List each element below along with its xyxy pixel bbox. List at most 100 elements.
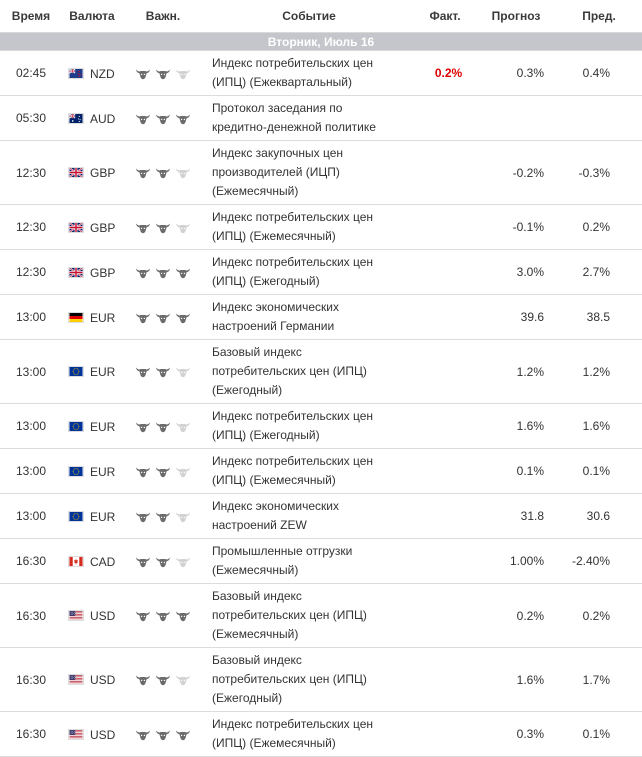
event-importance — [122, 583, 204, 648]
flag-ca-icon — [68, 555, 84, 567]
event-row[interactable]: 02:45 NZD Индекс потребительских цен (ИПЦ) … — [0, 50, 642, 96]
flag-eu-icon — [68, 366, 84, 378]
bull-icon — [155, 312, 171, 324]
event-name-line: (ИПЦ) (Ежемесячный) — [212, 229, 336, 243]
bull-icon — [135, 68, 151, 80]
event-name-line: настроений ZEW — [212, 518, 307, 532]
bull-icon — [175, 421, 191, 433]
bull-icon — [135, 511, 151, 523]
event-name[interactable]: Индекс закупочных цен производителей (ИЦП… — [204, 140, 414, 205]
event-name[interactable]: Индекс потребительских цен (ИПЦ) (Ежемеся… — [204, 448, 414, 494]
bull-icon — [135, 466, 151, 478]
event-importance — [122, 339, 204, 404]
event-importance — [122, 448, 204, 494]
bull-icon — [155, 421, 171, 433]
currency-code: EUR — [90, 364, 116, 379]
currency-code: USD — [90, 608, 116, 623]
event-forecast — [476, 95, 556, 141]
bull-icon — [135, 222, 151, 234]
event-forecast: 31.8 — [476, 493, 556, 539]
event-row[interactable]: 13:00 EUR Индекс потребительских цен (ИПЦ) … — [0, 448, 642, 494]
col-header-importance[interactable]: Важн. — [122, 0, 204, 33]
col-header-time[interactable]: Время — [0, 0, 62, 33]
flag-de-icon — [68, 311, 84, 323]
event-name-line: Базовый индекс — [212, 589, 302, 603]
bull-icon — [175, 267, 191, 279]
event-currency: GBP — [62, 204, 122, 250]
col-header-previous[interactable]: Пред. — [556, 0, 642, 33]
event-currency: USD — [62, 647, 122, 712]
event-name[interactable]: Индекс потребительских цен (ИПЦ) (Ежеквар… — [204, 50, 414, 96]
event-row[interactable]: 12:30 GBP Индекс потребительских цен (ИПЦ) … — [0, 249, 642, 295]
event-importance — [122, 140, 204, 205]
event-forecast: -0.2% — [476, 140, 556, 205]
event-forecast: 1.6% — [476, 403, 556, 449]
event-row[interactable]: 16:30 USD Базовый индекс потребительских це… — [0, 647, 642, 712]
event-name[interactable]: Протокол заседания по кредитно-денежной п… — [204, 95, 414, 141]
flag-gb-icon — [68, 221, 84, 233]
event-name-line: Индекс потребительских цен — [212, 409, 374, 423]
currency-code: EUR — [90, 310, 116, 325]
event-actual — [414, 294, 476, 340]
currency-code: EUR — [90, 419, 116, 434]
currency-code: GBP — [90, 220, 116, 235]
event-row[interactable]: 13:00 EUR Индекс потребительских цен (ИПЦ) … — [0, 403, 642, 449]
event-row[interactable]: 16:30 USD Базовый индекс потребительских це… — [0, 583, 642, 648]
event-row[interactable]: 12:30 GBP Индекс потребительских цен (ИПЦ) … — [0, 204, 642, 250]
event-actual: 0.2% — [414, 50, 476, 96]
event-previous: 38.5 — [556, 294, 642, 340]
bull-icon — [175, 610, 191, 622]
event-row[interactable]: 05:30 AUD Протокол заседания по кредитно-де… — [0, 95, 642, 141]
event-currency: GBP — [62, 249, 122, 295]
event-name[interactable]: Индекс экономических настроений ZEW — [204, 493, 414, 539]
event-name[interactable]: Индекс потребительских цен (ИПЦ) (Ежемеся… — [204, 711, 414, 757]
event-name[interactable]: Промышленные отгрузки (Ежемесячный) — [204, 538, 414, 584]
bull-icon — [155, 466, 171, 478]
event-name[interactable]: Базовый индекс потребительских цен (ИПЦ) (… — [204, 583, 414, 648]
event-actual — [414, 538, 476, 584]
event-name[interactable]: Индекс экономических настроений Германии — [204, 294, 414, 340]
event-importance — [122, 538, 204, 584]
bull-icon — [135, 674, 151, 686]
bull-icon — [175, 674, 191, 686]
event-actual — [414, 339, 476, 404]
event-name-line: (Ежегодный) — [212, 691, 283, 705]
event-currency: EUR — [62, 339, 122, 404]
bull-icon — [155, 674, 171, 686]
flag-us-icon — [68, 610, 84, 622]
event-row[interactable]: 13:00 EUR Базовый индекс потребительских це… — [0, 339, 642, 404]
bull-icon — [175, 222, 191, 234]
event-importance — [122, 711, 204, 757]
event-row[interactable]: 16:30 CAD Промышленные отгрузки (Ежемесячны… — [0, 538, 642, 584]
event-name[interactable]: Индекс потребительских цен (ИПЦ) (Ежегодн… — [204, 403, 414, 449]
flag-eu-icon — [68, 465, 84, 477]
event-currency: EUR — [62, 448, 122, 494]
col-header-forecast[interactable]: Прогноз — [476, 0, 556, 33]
event-name[interactable]: Индекс потребительских цен (ИПЦ) (Ежегодн… — [204, 249, 414, 295]
event-row[interactable]: 13:00 EUR Индекс экономических настроений Z… — [0, 493, 642, 539]
event-row[interactable]: 12:30 GBP Индекс закупочных цен производите… — [0, 140, 642, 205]
event-row[interactable]: 16:30 USD Индекс потребительских цен (ИПЦ) … — [0, 711, 642, 757]
event-name-line: потребительских цен (ИПЦ) — [212, 672, 367, 686]
event-name-line: (Ежемесячный) — [212, 627, 299, 641]
col-header-actual[interactable]: Факт. — [414, 0, 476, 33]
event-name[interactable]: Индекс потребительских цен (ИПЦ) (Ежемеся… — [204, 204, 414, 250]
bull-icon — [155, 610, 171, 622]
event-actual — [414, 95, 476, 141]
event-time: 16:30 — [0, 538, 62, 584]
event-currency: EUR — [62, 493, 122, 539]
event-name[interactable]: Базовый индекс потребительских цен (ИПЦ) (… — [204, 339, 414, 404]
col-header-currency[interactable]: Валюта — [62, 0, 122, 33]
bull-icon — [155, 167, 171, 179]
event-name-line: Индекс потребительских цен — [212, 717, 374, 731]
event-row[interactable]: 13:00 EUR Индекс экономических настроений Г… — [0, 294, 642, 340]
event-previous: 0.2% — [556, 583, 642, 648]
event-name[interactable]: Базовый индекс потребительских цен (ИПЦ) (… — [204, 647, 414, 712]
event-actual — [414, 647, 476, 712]
col-header-event[interactable]: Событие — [204, 0, 414, 33]
bull-icon — [175, 366, 191, 378]
event-previous: 0.2% — [556, 204, 642, 250]
event-name-line: (ИПЦ) (Ежемесячный) — [212, 473, 336, 487]
event-name-line: потребительских цен (ИПЦ) — [212, 364, 367, 378]
flag-au-icon — [68, 112, 84, 124]
